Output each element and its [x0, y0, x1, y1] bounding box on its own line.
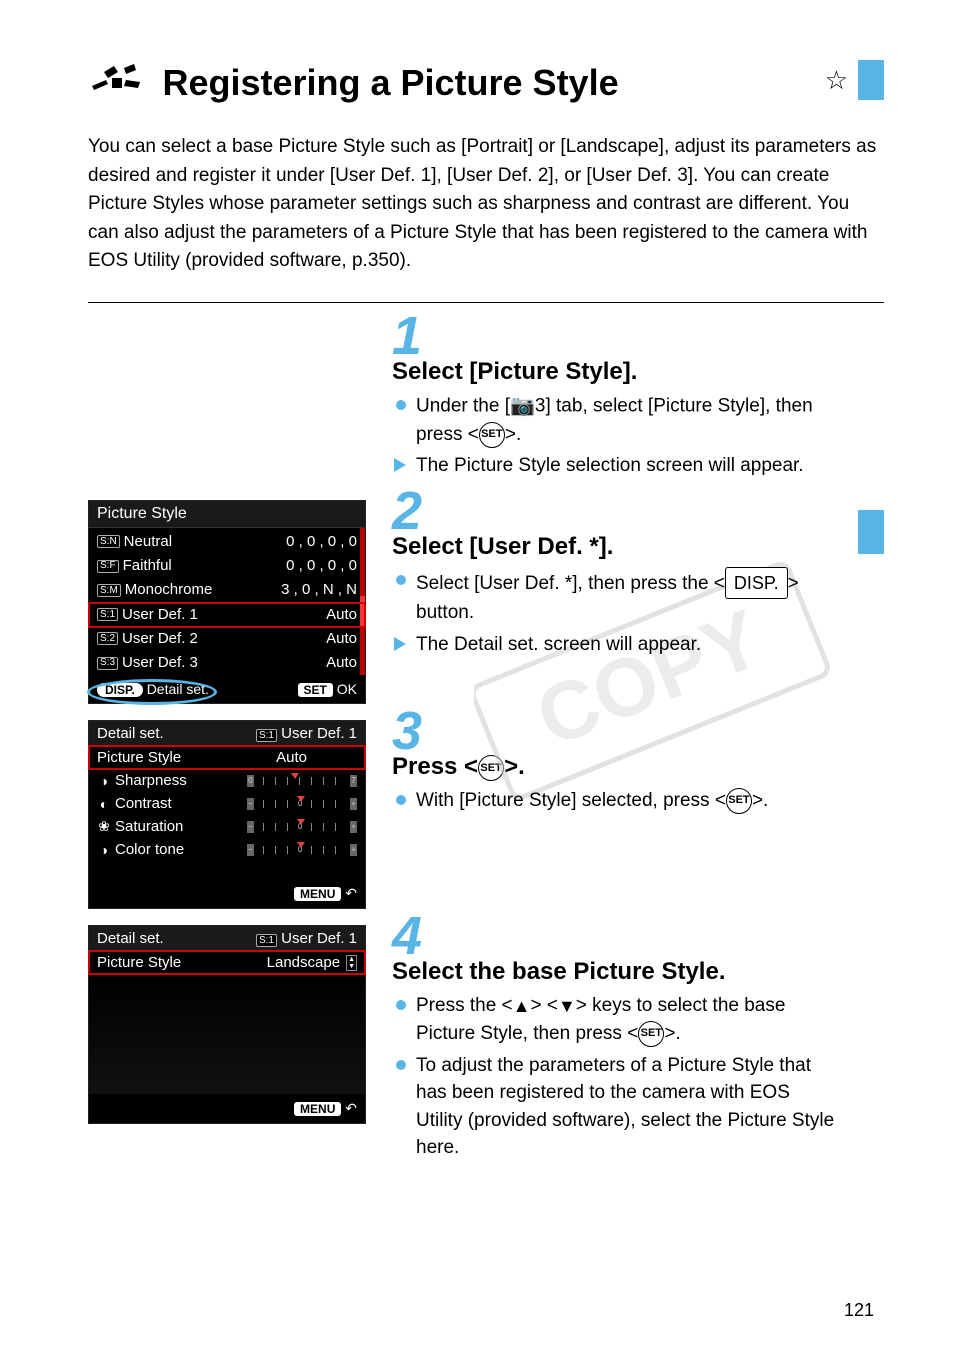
- updown-icon: ▲▼: [346, 955, 357, 971]
- lcd1-title: Picture Style: [89, 501, 365, 528]
- lcd1-rows: S:NNeutral0 , 0 , 0 , 0 S:FFaithful0 , 0…: [89, 528, 365, 676]
- step-4: Detail set. S:1 User Def. 1 Picture Styl…: [88, 919, 884, 1165]
- set-icon: SET: [478, 755, 504, 781]
- step-1-heading: Select [Picture Style].: [392, 358, 840, 386]
- up-key-icon: ▲: [513, 996, 531, 1016]
- intro-paragraph: You can select a base Picture Style such…: [88, 133, 884, 276]
- lcd2-colortone: ◑Color tone − 0 +: [89, 838, 365, 861]
- star-icon: ☆: [825, 65, 848, 96]
- lcd-screen-1: Picture Style S:NNeutral0 , 0 , 0 , 0 S:…: [88, 500, 366, 705]
- lcd2-sharpness: ◑Sharpness 0 7: [89, 769, 365, 792]
- step-4-bullet-1: Press the <▲> <▼> keys to select the bas…: [392, 992, 840, 1047]
- lcd-screen-3: Detail set. S:1 User Def. 1 Picture Styl…: [88, 925, 366, 1124]
- step-number-1: 1: [392, 315, 432, 358]
- lcd3-header: Detail set. S:1 User Def. 1: [89, 926, 365, 951]
- sharpness-slider: 0 7: [247, 774, 357, 788]
- lcd1-footer: DISP. Detail set. SET OK: [89, 675, 365, 703]
- lcd1-row-userdef2: S:2User Def. 2Auto: [89, 627, 365, 651]
- step-1: 1 Select [Picture Style]. Under the [📷3]…: [88, 319, 884, 484]
- step-number-4: 4: [392, 915, 432, 958]
- contrast-slider: − 0 +: [247, 797, 357, 811]
- menu-badge: MENU: [294, 1102, 341, 1116]
- section-rule: [88, 302, 884, 303]
- return-icon: ↶: [345, 1100, 357, 1116]
- step-2-result: The Detail set. screen will appear.: [392, 631, 840, 659]
- lcd3-footer: MENU ↶: [89, 1094, 365, 1123]
- lcd1-row-neutral: S:NNeutral0 , 0 , 0 , 0: [89, 530, 365, 554]
- page-title: Registering a Picture Style: [162, 62, 618, 104]
- step-number-3: 3: [392, 710, 432, 753]
- camera-icon: 📷: [510, 395, 535, 417]
- title-row: Registering a Picture Style: [88, 60, 884, 105]
- saturation-slider: − 0 +: [247, 820, 357, 834]
- disp-badge: DISP.: [97, 683, 143, 697]
- disp-button-label: DISP.: [725, 567, 788, 599]
- colortone-slider: − 0 +: [247, 843, 357, 857]
- lcd2-header: Detail set. S:1 User Def. 1: [89, 721, 365, 746]
- return-icon: ↶: [345, 885, 357, 901]
- lcd3-picture-style-row: Picture Style Landscape ▲▼: [89, 951, 365, 974]
- set-icon: SET: [479, 422, 505, 448]
- down-key-icon: ▼: [558, 996, 576, 1016]
- step-1-result: The Picture Style selection screen will …: [392, 452, 840, 480]
- step-4-bullet-2: To adjust the parameters of a Picture St…: [392, 1052, 840, 1162]
- step-4-heading: Select the base Picture Style.: [392, 958, 840, 986]
- step-3-heading: Press <SET>.: [392, 753, 840, 781]
- top-tab: [858, 60, 884, 100]
- menu-badge: MENU: [294, 887, 341, 901]
- step-1-bullet-1: Under the [📷3] tab, select [Picture Styl…: [392, 392, 840, 449]
- set-icon: SET: [638, 1021, 664, 1047]
- lcd1-row-faithful: S:FFaithful0 , 0 , 0 , 0: [89, 554, 365, 578]
- lcd2-contrast: ◐Contrast − 0 +: [89, 792, 365, 815]
- lcd1-row-userdef1: S:1User Def. 1Auto: [89, 603, 365, 627]
- lcd1-row-userdef3: S:3User Def. 3Auto: [89, 651, 365, 675]
- side-tab: [858, 510, 884, 554]
- set-badge: SET: [298, 683, 333, 697]
- step-2-heading: Select [User Def. *].: [392, 533, 840, 561]
- page-marker: ☆: [825, 60, 884, 100]
- step-2: Picture Style S:NNeutral0 , 0 , 0 , 0 S:…: [88, 494, 884, 705]
- page-number: 121: [844, 1300, 874, 1321]
- lcd2-saturation: ❀Saturation − 0 +: [89, 815, 365, 838]
- step-2-bullet-1: Select [User Def. *], then press the <DI…: [392, 567, 840, 627]
- lcd2-footer: MENU ↶: [89, 879, 365, 908]
- lcd1-row-monochrome: S:MMonochrome3 , 0 , N , N: [89, 578, 365, 602]
- lcd2-picture-style-row: Picture Style Auto: [89, 746, 365, 769]
- picture-style-icon: [88, 60, 144, 105]
- set-icon: SET: [726, 788, 752, 814]
- step-number-2: 2: [392, 490, 432, 533]
- step-3-bullet-1: With [Picture Style] selected, press <SE…: [392, 787, 840, 815]
- step-3: Detail set. S:1 User Def. 1 Picture Styl…: [88, 714, 884, 909]
- lcd-screen-2: Detail set. S:1 User Def. 1 Picture Styl…: [88, 720, 366, 909]
